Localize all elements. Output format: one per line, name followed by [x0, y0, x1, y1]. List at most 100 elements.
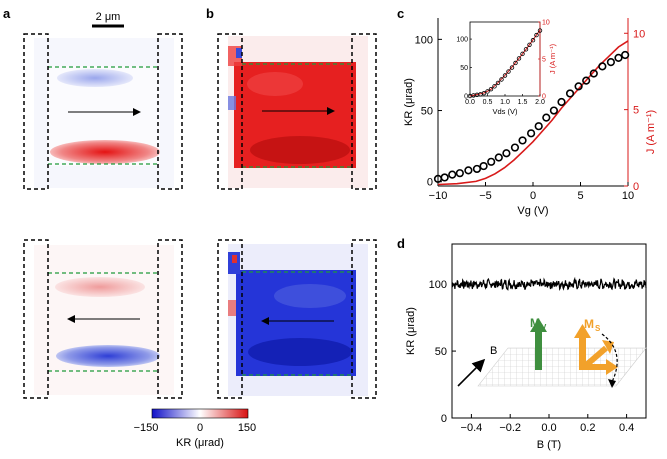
x-axis-label: B (T): [537, 439, 561, 451]
inset-y-right-axis-label: J (A m⁻¹): [548, 43, 557, 74]
inset-data-point: [523, 47, 529, 52]
kr-data-point: [542, 113, 551, 122]
inset-data-point: [516, 56, 522, 61]
kr-data-point: [534, 122, 543, 131]
inset-data-point: [537, 28, 543, 33]
x-tick-label: 5: [577, 190, 583, 202]
plot-frame: [451, 243, 647, 419]
mv-subscript: V: [541, 323, 547, 332]
inset-data-point: [534, 32, 539, 38]
scale-bar-label: 2 μm: [96, 11, 121, 23]
inset-x-tick-label: 1.5: [518, 99, 528, 106]
kr-data-point: [582, 76, 591, 85]
inset-data-point: [488, 86, 494, 92]
inset-data-point: [506, 69, 511, 74]
kr-data-point: [455, 169, 464, 178]
kr-data-point: [526, 129, 536, 138]
inset-data-point: [485, 89, 490, 94]
x-tick-label: 0.0: [541, 422, 556, 434]
y-tick-label: 50: [435, 346, 447, 358]
x-tick-label: 0.4: [619, 422, 634, 434]
inset-data-point: [499, 77, 504, 82]
field-arrow: [457, 358, 486, 387]
inset-data-point: [492, 84, 497, 89]
y-right-tick-label: 0: [633, 181, 639, 193]
y-right-axis-label: J (A m⁻¹): [645, 110, 657, 154]
contact-right: [157, 33, 183, 190]
y-axis-label: KR (μrad): [403, 78, 415, 126]
kr-data-point: [557, 97, 566, 107]
inset-x-tick-label: 0.0: [465, 99, 475, 106]
kr-data-point: [614, 53, 623, 62]
kr-data-point: [502, 149, 511, 158]
x-tick-label: 0.2: [580, 422, 595, 434]
y-tick-label: 0: [427, 177, 433, 189]
ms-vertical-shaft: [579, 336, 586, 370]
inset-data-point: [481, 90, 487, 96]
kr-map-a-top: [23, 33, 183, 190]
y-tick-label: 100: [429, 279, 447, 291]
inset-y-tick-label: 50: [460, 65, 468, 72]
contact-left: [23, 33, 49, 190]
kr-data-point: [440, 173, 449, 182]
kr-data-point: [472, 164, 482, 174]
kr-map-b-top: [217, 33, 377, 190]
inset-y-right-tick-label: 5: [542, 57, 546, 64]
inset-data-point: [530, 38, 536, 43]
inset-data-point: [513, 60, 518, 66]
y-tick-label: 0: [441, 413, 447, 425]
ms-horizontal-shaft: [584, 364, 608, 370]
mv-label: M: [530, 316, 540, 330]
inset-x-tick-label: 2.0: [535, 99, 545, 106]
kr-data-point: [565, 89, 575, 98]
kr-data-point: [518, 136, 527, 145]
x-axis-label: Vg (V): [517, 205, 548, 217]
x-tick-label: −5: [479, 190, 492, 202]
x-tick-label: 0: [530, 190, 536, 202]
inset-frame: [469, 21, 541, 97]
inset-data-point: [527, 42, 532, 47]
kr-data-point: [574, 82, 583, 91]
ms-vertical-head: [574, 324, 591, 338]
x-tick-label: −10: [429, 190, 448, 202]
inset-data-point: [520, 51, 525, 57]
graphene-sheet-schematic: [477, 347, 647, 387]
colorbar-max-label: 150: [238, 422, 256, 434]
kr-data-point: [549, 106, 559, 115]
ms-label: M: [584, 317, 594, 331]
kr-data-point: [464, 166, 473, 175]
scale-bar: 2 μm: [92, 11, 124, 28]
rotation-arc-head: [608, 379, 616, 388]
kr-data-point: [510, 143, 520, 152]
panel-label-a: a: [3, 6, 11, 21]
ms-subscript: S: [595, 324, 601, 333]
panel-label-d: d: [397, 236, 405, 251]
inset-data-point: [502, 73, 508, 78]
mv-arrow-shaft: [535, 331, 542, 370]
y-tick-label: 50: [421, 106, 433, 118]
rotation-arc: [601, 333, 618, 383]
kr-data-point: [494, 153, 503, 162]
contact-right: [351, 33, 377, 190]
inset-data-point: [495, 80, 501, 86]
ms-tilted-head: [602, 340, 614, 354]
y-tick-label: 100: [415, 34, 433, 46]
kr-field-trace: [451, 276, 647, 292]
colorbar-title: KR (μrad): [176, 437, 224, 449]
inset-y-tick-label: 100: [456, 37, 468, 44]
y-right-tick-label: 10: [633, 28, 645, 40]
field-label: B: [490, 345, 497, 357]
colorbar: −150 0 150 KR (μrad): [134, 408, 256, 449]
inset-data-point: [509, 65, 515, 70]
y-right-tick-label: 5: [633, 105, 639, 117]
inset-y-tick-label: 0: [464, 94, 468, 101]
inset-x-axis-label: Vds (V): [492, 107, 518, 116]
inset-y-right-tick-label: 10: [542, 20, 550, 27]
ms-horizontal-head: [606, 359, 618, 375]
kr-data-point: [606, 58, 616, 67]
inset-y-right-tick-label: 0: [542, 94, 546, 101]
x-tick-label: 10: [622, 190, 634, 202]
